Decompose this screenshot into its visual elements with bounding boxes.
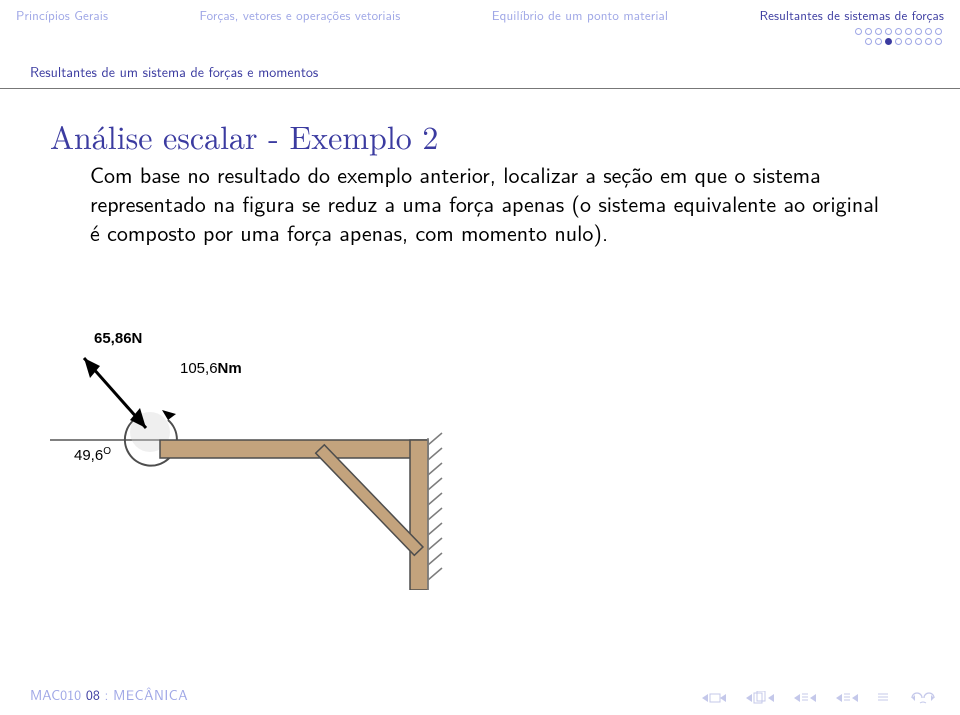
footer-subject: MECÂNICA [113, 685, 188, 705]
progress-dot[interactable] [935, 28, 942, 35]
progress-dot[interactable] [865, 28, 872, 35]
fig-moment-value: 105,6 [180, 360, 218, 377]
slide-body-text: Com base no resultado do exemplo anterio… [90, 160, 890, 247]
progress-dot[interactable] [925, 28, 932, 35]
slide-title: Análise escalar - Exemplo 2 [50, 114, 438, 159]
fig-angle-unit: O [103, 446, 111, 457]
header-rule [0, 88, 960, 89]
progress-dot[interactable] [865, 38, 872, 45]
beamer-nav-icons [700, 691, 938, 705]
progress-dot[interactable] [905, 38, 912, 45]
nav-tab-forcas[interactable]: Forças, vetores e operações vetoriais [200, 6, 401, 25]
nav-tab-principios[interactable]: Princípios Gerais [16, 6, 108, 25]
nav-prev-slide-icon[interactable] [700, 692, 726, 704]
example-figure: 65,86N 105,6Nm 49,6O [50, 320, 470, 590]
nav-outline-icon[interactable] [876, 692, 890, 704]
progress-dot[interactable] [935, 38, 942, 45]
footer-course: MAC010 [30, 685, 81, 705]
footer-sep: : [105, 685, 114, 705]
fig-label-angle: 49,6O [74, 446, 111, 464]
progress-dot[interactable] [875, 38, 882, 45]
fig-label-moment: 105,6Nm [180, 360, 242, 377]
progress-dot[interactable] [915, 38, 922, 45]
nav-tab-equilibrio[interactable]: Equilíbrio de um ponto material [492, 6, 668, 25]
nav-prev-frame-icon[interactable] [744, 691, 774, 705]
nav-prev-section-icon[interactable] [792, 692, 816, 704]
progress-dot[interactable] [925, 38, 932, 45]
fig-moment-unit: Nm [218, 360, 242, 377]
progress-dot[interactable] [915, 28, 922, 35]
nav-next-section-icon[interactable] [834, 692, 858, 704]
progress-dots [855, 28, 942, 45]
nav-back-forward-icon[interactable] [908, 691, 938, 705]
subsection-title: Resultantes de um sistema de forças e mo… [30, 62, 318, 82]
fig-label-force: 65,86N [94, 330, 142, 347]
footer-lecture-num: 08 [86, 685, 100, 705]
progress-dot[interactable] [885, 28, 892, 35]
progress-dot[interactable] [875, 28, 882, 35]
slide-footer: MAC010 08 : MECÂNICA [30, 685, 188, 705]
progress-dot[interactable] [905, 28, 912, 35]
progress-dot[interactable] [885, 38, 892, 45]
progress-dot[interactable] [895, 38, 902, 45]
progress-dot[interactable] [895, 28, 902, 35]
fig-angle-value: 49,6 [74, 447, 103, 464]
progress-dot[interactable] [855, 28, 862, 35]
nav-tab-resultantes[interactable]: Resultantes de sistemas de forças [760, 6, 944, 25]
